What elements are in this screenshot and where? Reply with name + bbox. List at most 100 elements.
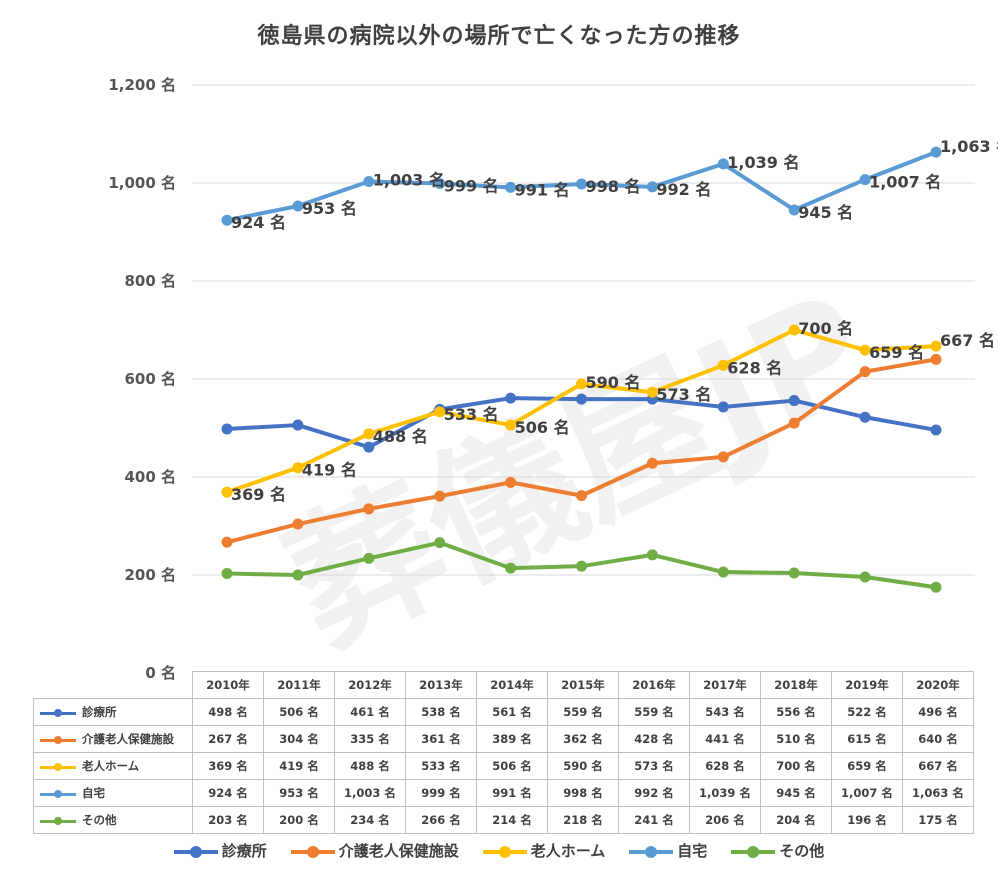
table-cell: 590 名 — [547, 752, 619, 780]
data-point — [434, 177, 446, 189]
table-cell: 506 名 — [263, 698, 335, 726]
legend: 診療所 介護老人保健施設 老人ホーム 自宅 その他 — [0, 840, 998, 861]
data-point — [788, 417, 800, 429]
data-point — [221, 486, 233, 498]
table-column-header: 2020年 — [902, 671, 974, 699]
y-tick-label: 1,200 名 — [108, 76, 176, 94]
table-cell: 628 名 — [689, 752, 761, 780]
table-row-header: 自宅 — [33, 779, 193, 807]
table-cell: 573 名 — [618, 752, 690, 780]
data-point — [292, 200, 304, 212]
data-point — [505, 419, 517, 431]
data-point — [292, 518, 304, 530]
table-cell: 361 名 — [405, 725, 477, 753]
data-label: 1,039 名 — [727, 153, 799, 172]
data-label: 953 名 — [302, 199, 357, 218]
table-cell: 204 名 — [760, 806, 832, 834]
table-cell: 998 名 — [547, 779, 619, 807]
table-cell: 640 名 — [902, 725, 974, 753]
legend-item: 老人ホーム — [482, 840, 606, 861]
table-cell: 533 名 — [405, 752, 477, 780]
series-key-icon — [38, 708, 78, 718]
table-cell: 522 名 — [831, 698, 903, 726]
table-cell: 369 名 — [192, 752, 264, 780]
table-row-header: 診療所 — [33, 698, 193, 726]
table-column-header: 2013年 — [405, 671, 477, 699]
data-point — [363, 428, 375, 440]
legend-key-icon — [731, 845, 776, 858]
table-cell: 538 名 — [405, 698, 477, 726]
legend-label: 自宅 — [677, 842, 708, 860]
table-cell: 999 名 — [405, 779, 477, 807]
legend-item: その他 — [731, 840, 824, 861]
y-tick-label: 1,000 名 — [108, 174, 176, 192]
data-label: 992 名 — [656, 180, 711, 199]
data-point — [505, 476, 517, 488]
table-cell: 945 名 — [760, 779, 832, 807]
table-cell: 510 名 — [760, 725, 832, 753]
data-label: 999 名 — [444, 176, 499, 195]
y-tick-label: 800 名 — [124, 272, 176, 290]
data-point — [434, 537, 446, 549]
table-row-header: 老人ホーム — [33, 752, 193, 780]
table-row: 診療所 498 名 506 名 461 名 538 名 561 名 559 名 559 名 54… — [33, 698, 974, 726]
data-label: 998 名 — [586, 177, 641, 196]
table-cell: 559 名 — [547, 698, 619, 726]
table-cell: 304 名 — [263, 725, 335, 753]
table-cell: 203 名 — [192, 806, 264, 834]
data-point — [576, 560, 587, 572]
table-cell: 218 名 — [547, 806, 619, 834]
data-label: 945 名 — [798, 203, 853, 222]
data-point — [505, 562, 517, 574]
series-key-icon — [38, 735, 78, 745]
legend-label: 老人ホーム — [530, 842, 606, 860]
data-point — [717, 359, 729, 371]
table-cell: 335 名 — [334, 725, 406, 753]
table-cell: 428 名 — [618, 725, 690, 753]
table-column-header: 2012年 — [334, 671, 406, 699]
table-cell: 362 名 — [547, 725, 619, 753]
data-label: 700 名 — [798, 319, 853, 338]
y-tick-label: 400 名 — [124, 468, 176, 486]
data-table: 2010年 2011年 2012年 2013年 2014年 2015年 2016年 2017年… — [33, 671, 974, 834]
table-cell: 214 名 — [476, 806, 548, 834]
y-tick-label: 600 名 — [124, 370, 176, 388]
table-cell: 461 名 — [334, 698, 406, 726]
series-name: 診療所 — [82, 705, 117, 719]
data-point — [221, 536, 233, 548]
data-point — [930, 353, 942, 365]
data-point — [930, 340, 942, 352]
series-key-icon — [38, 762, 78, 772]
data-point — [859, 411, 871, 423]
table-row-header: 介護老人保健施設 — [33, 725, 193, 753]
series-name: 自宅 — [82, 786, 105, 800]
table-cell: 991 名 — [476, 779, 548, 807]
table-cell: 953 名 — [263, 779, 335, 807]
data-point — [788, 395, 800, 407]
table-column-header: 2019年 — [831, 671, 903, 699]
table-cell: 175 名 — [902, 806, 974, 834]
data-label: 667 名 — [940, 331, 995, 350]
legend-key-icon — [173, 845, 218, 858]
table-cell: 924 名 — [192, 779, 264, 807]
data-point — [930, 581, 942, 593]
table-cell: 561 名 — [476, 698, 548, 726]
table-cell: 700 名 — [760, 752, 832, 780]
legend-item: 介護老人保健施設 — [290, 840, 459, 861]
data-point — [363, 441, 375, 453]
table-cell: 441 名 — [689, 725, 761, 753]
data-point — [646, 386, 658, 398]
data-point — [363, 552, 375, 564]
table-column-header: 2014年 — [476, 671, 548, 699]
data-label: 533 名 — [444, 405, 499, 424]
table-cell: 241 名 — [618, 806, 690, 834]
table-cell: 206 名 — [689, 806, 761, 834]
table-cell: 498 名 — [192, 698, 264, 726]
table-cell: 506 名 — [476, 752, 548, 780]
data-point — [292, 419, 304, 431]
data-label: 991 名 — [515, 180, 570, 199]
series-key-icon — [38, 789, 78, 799]
data-point — [788, 204, 800, 216]
